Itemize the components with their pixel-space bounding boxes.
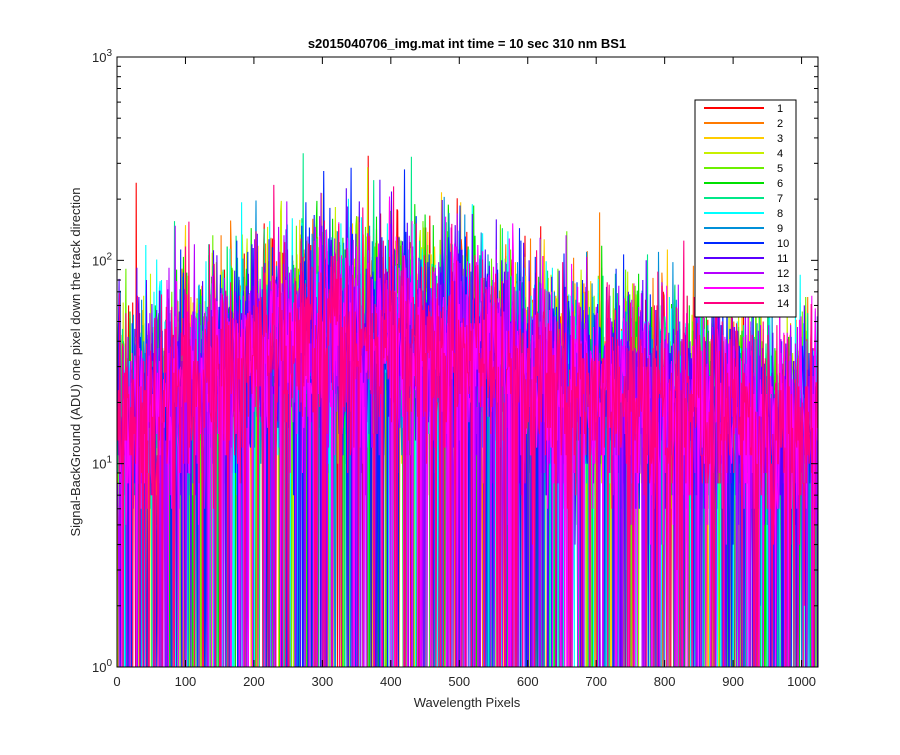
legend-label-5: 5 [777,163,783,175]
x-tick-label: 100 [175,674,197,689]
y-axis-label: Signal-BackGround (ADU) one pixel down t… [68,187,83,536]
x-tick-label: 900 [722,674,744,689]
legend-label-8: 8 [777,208,783,220]
x-tick-label: 600 [517,674,539,689]
x-tick-label: 400 [380,674,402,689]
chart-title: s2015040706_img.mat int time = 10 sec 31… [308,36,626,51]
legend-label-2: 2 [777,118,783,130]
legend-label-3: 3 [777,133,783,145]
x-tick-label: 300 [312,674,334,689]
y-tick-label: 101 [92,455,112,472]
legend-label-1: 1 [777,103,783,115]
y-tick-label: 103 [92,48,112,65]
legend-label-7: 7 [777,193,783,205]
legend-label-12: 12 [777,268,789,280]
y-tick-label: 100 [92,658,112,675]
series-line-14 [117,184,818,667]
x-tick-label: 500 [448,674,470,689]
legend-label-10: 10 [777,238,789,250]
legend-label-4: 4 [777,148,783,160]
legend-label-13: 13 [777,283,789,295]
legend-label-14: 14 [777,298,789,310]
ticks-layer: 0 100 200 300 400 500 600 700 800 900 100010010110… [92,48,818,689]
x-tick-label: 1000 [787,674,816,689]
series-layer [117,153,818,667]
legend-label-6: 6 [777,178,783,190]
legend-label-9: 9 [777,223,783,235]
series-line-13 [117,196,818,667]
y-tick-label: 102 [92,251,112,268]
x-tick-label: 800 [654,674,676,689]
x-tick-label: 0 [113,674,120,689]
x-tick-label: 200 [243,674,265,689]
x-tick-label: 700 [585,674,607,689]
axes-box [116,56,819,668]
legend-box [694,99,797,318]
legend-label-11: 11 [777,253,788,265]
x-axis-label: Wavelength Pixels [414,695,521,710]
